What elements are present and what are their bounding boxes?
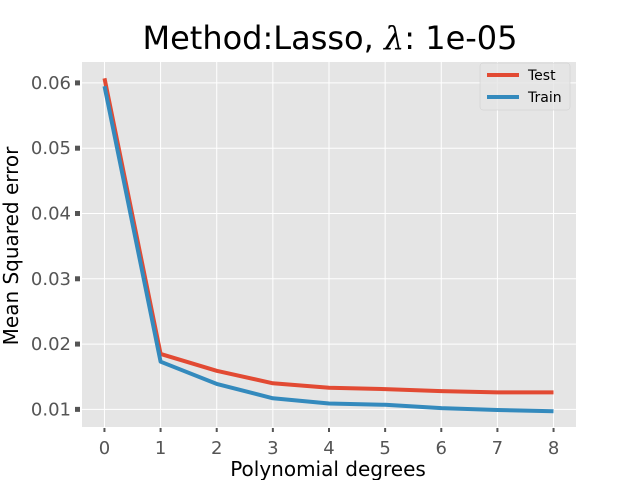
x-axis-label: Polynomial degrees: [230, 457, 426, 480]
gridlines: [82, 62, 576, 427]
series-line-train: [102, 85, 554, 414]
chart-title-suffix: : 1e-05: [404, 19, 517, 57]
legend: Test Train: [479, 62, 571, 111]
y-tick-label: 0.06: [31, 73, 71, 94]
chart-title: Method:Lasso, λ: 1e-05: [142, 19, 517, 57]
axis-ticks: 0 1 2 3 4 5 6 7 8 0.01 0.02 0.03 0.04 0.05 0.06: [31, 73, 559, 459]
y-tick-label: 0.03: [31, 269, 71, 290]
x-tick-label: 8: [548, 438, 559, 459]
legend-label-train: Train: [527, 90, 562, 106]
chart-title-prefix: Method:Lasso,: [142, 19, 384, 57]
x-tick-label: 5: [379, 438, 390, 459]
x-tick-label: 3: [267, 438, 278, 459]
y-tick-label: 0.02: [31, 334, 71, 355]
x-tick-label: 0: [99, 438, 110, 459]
series-line-test: [102, 77, 554, 395]
chart-title-lambda: λ: [382, 19, 404, 57]
y-tick-label: 0.05: [31, 138, 71, 159]
series-lines: [102, 77, 554, 414]
y-axis-label: Mean Squared error: [0, 146, 23, 346]
x-tick-label: 4: [323, 438, 334, 459]
y-tick-label: 0.04: [31, 203, 71, 224]
x-tick-label: 7: [492, 438, 503, 459]
x-tick-label: 2: [211, 438, 222, 459]
y-tick-label: 0.01: [31, 399, 71, 420]
x-tick-label: 1: [155, 438, 166, 459]
legend-label-test: Test: [527, 68, 556, 84]
x-tick-label: 6: [436, 438, 447, 459]
